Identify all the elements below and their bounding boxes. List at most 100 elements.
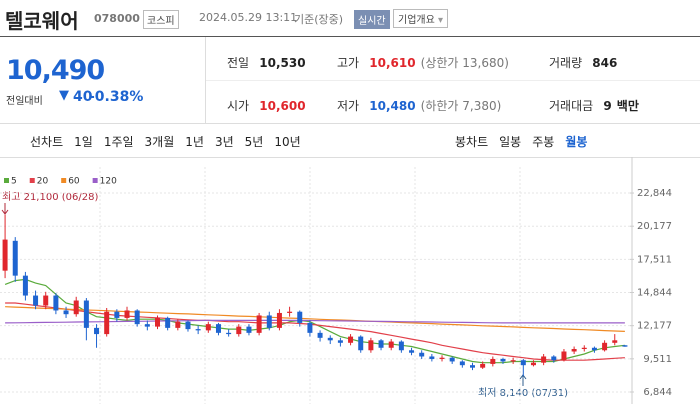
tab[interactable]: 1주일 xyxy=(103,135,134,149)
candle-body xyxy=(165,317,171,328)
candle-body xyxy=(266,315,272,328)
stat-note: (상한가 13,680) xyxy=(420,56,509,70)
stock-name: 텔코웨어 xyxy=(5,9,79,33)
tab[interactable]: 5년 xyxy=(244,135,264,149)
candle-body xyxy=(124,310,130,318)
y-tick-label: 20,177 xyxy=(637,221,672,232)
candle-body xyxy=(246,326,252,333)
candle-body xyxy=(43,295,49,306)
y-tick-label: 12,177 xyxy=(637,321,672,332)
candle-body xyxy=(215,324,221,333)
stat-label: 저가 xyxy=(337,99,360,113)
tab[interactable]: 1일 xyxy=(74,135,93,149)
candle-body xyxy=(429,356,435,359)
realtime-badge: 실시간 xyxy=(354,10,390,29)
candle-body xyxy=(12,240,18,276)
change-rate: -0.38% xyxy=(89,89,144,105)
y-tick-label: 17,511 xyxy=(637,254,672,265)
candle-body xyxy=(602,342,608,351)
candle-body xyxy=(571,349,577,352)
current-price: 10,490 xyxy=(6,55,105,86)
tab[interactable]: 주봉 xyxy=(532,135,555,149)
candle-body xyxy=(581,347,587,350)
candle-body xyxy=(561,351,567,361)
candle-body xyxy=(490,358,496,364)
candle-body xyxy=(327,337,333,341)
candle-body xyxy=(368,340,374,351)
tab[interactable]: 3개월 xyxy=(144,135,175,149)
stat: 시가 10,600 xyxy=(227,95,306,114)
stat-unit: 백만 xyxy=(616,99,639,113)
legend-swatch xyxy=(29,178,35,183)
candle-body xyxy=(22,275,28,296)
annotation-arrow xyxy=(1,209,9,215)
candle-body xyxy=(33,295,39,306)
candle-body xyxy=(104,311,110,335)
down-icon: ▼ xyxy=(59,88,69,103)
candle-body xyxy=(622,345,628,347)
stat-label: 고가 xyxy=(337,56,360,70)
candle-body xyxy=(480,363,486,368)
legend-label: 5 xyxy=(11,177,17,187)
candle-body xyxy=(94,327,100,335)
tab[interactable]: 1년 xyxy=(185,135,204,149)
stat-label: 거래량 xyxy=(549,56,583,70)
candle-body xyxy=(337,340,343,343)
candle-body xyxy=(378,340,384,348)
candle-body xyxy=(307,322,313,333)
candle-body xyxy=(83,300,89,328)
market-badge: 코스피 xyxy=(143,10,179,29)
candle-body xyxy=(134,310,140,325)
candle-body xyxy=(63,310,69,315)
candle-body xyxy=(520,360,526,366)
stat-value: 9 xyxy=(603,99,612,113)
candle-body xyxy=(612,340,618,343)
candle-body xyxy=(114,311,120,318)
stat: 거래량 846 xyxy=(549,52,617,71)
candle-body xyxy=(155,317,160,327)
candle-body xyxy=(388,341,394,348)
candle-tabs: 봉차트 일봉 주봉 월봉 xyxy=(455,133,587,150)
candle-body xyxy=(409,350,415,353)
candle-body xyxy=(226,332,232,335)
company-info-button[interactable]: 기업개요 ▾ xyxy=(393,9,449,28)
candle-body xyxy=(530,362,536,366)
candle-body xyxy=(541,356,547,363)
candle-body xyxy=(287,311,293,313)
candle-body xyxy=(439,357,445,359)
tab[interactable]: 3년 xyxy=(214,135,234,149)
candle-body xyxy=(398,341,404,351)
stat-note: (하한가 7,380) xyxy=(420,99,502,113)
stat-value: 846 xyxy=(592,56,618,70)
candle-body xyxy=(2,239,8,271)
candle-body xyxy=(256,315,262,333)
stat-value: 10,530 xyxy=(259,56,306,70)
chart: 최고 21,100 (06/28) 최저 8,140 (07/31) 22,84… xyxy=(0,157,672,404)
tab[interactable]: 10년 xyxy=(274,135,301,149)
divider xyxy=(205,37,206,123)
candle-body xyxy=(551,356,557,361)
ma-line xyxy=(5,306,625,332)
y-tick-label: 6,844 xyxy=(643,387,672,398)
tab[interactable]: 일봉 xyxy=(499,135,522,149)
tab[interactable]: 월봉 xyxy=(565,135,588,149)
legend-label: 20 xyxy=(37,177,49,187)
annotation-low: 최저 8,140 (07/31) xyxy=(478,387,568,399)
stat-label: 거래대금 xyxy=(549,99,594,113)
candle-body xyxy=(297,311,303,323)
divider xyxy=(206,80,700,81)
stat-value: 10,600 xyxy=(259,99,306,113)
candle-body xyxy=(195,329,201,331)
stat-label: 전일 xyxy=(227,56,250,70)
datetime: 2024.05.29 13:11 xyxy=(199,11,298,24)
candle-body xyxy=(317,332,323,338)
change-label: 전일대비 xyxy=(6,96,43,107)
candle-body xyxy=(510,360,516,362)
candle-body xyxy=(419,352,425,357)
candle-body xyxy=(358,336,364,351)
legend-swatch xyxy=(61,178,67,183)
y-tick-label: 14,844 xyxy=(637,288,672,299)
dropdown-icon: ▾ xyxy=(438,15,444,26)
legend-label: 120 xyxy=(100,177,117,187)
